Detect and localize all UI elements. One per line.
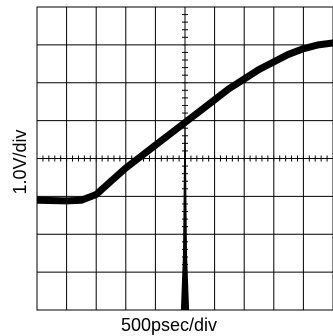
waveform-trace-spike	[180, 112, 190, 311]
x-axis-label: 500psec/div	[121, 315, 217, 335]
waveform-traces	[36, 39, 333, 311]
waveform-trace-ramp	[36, 39, 333, 205]
y-axis-label: 1.0V/div	[10, 129, 30, 194]
